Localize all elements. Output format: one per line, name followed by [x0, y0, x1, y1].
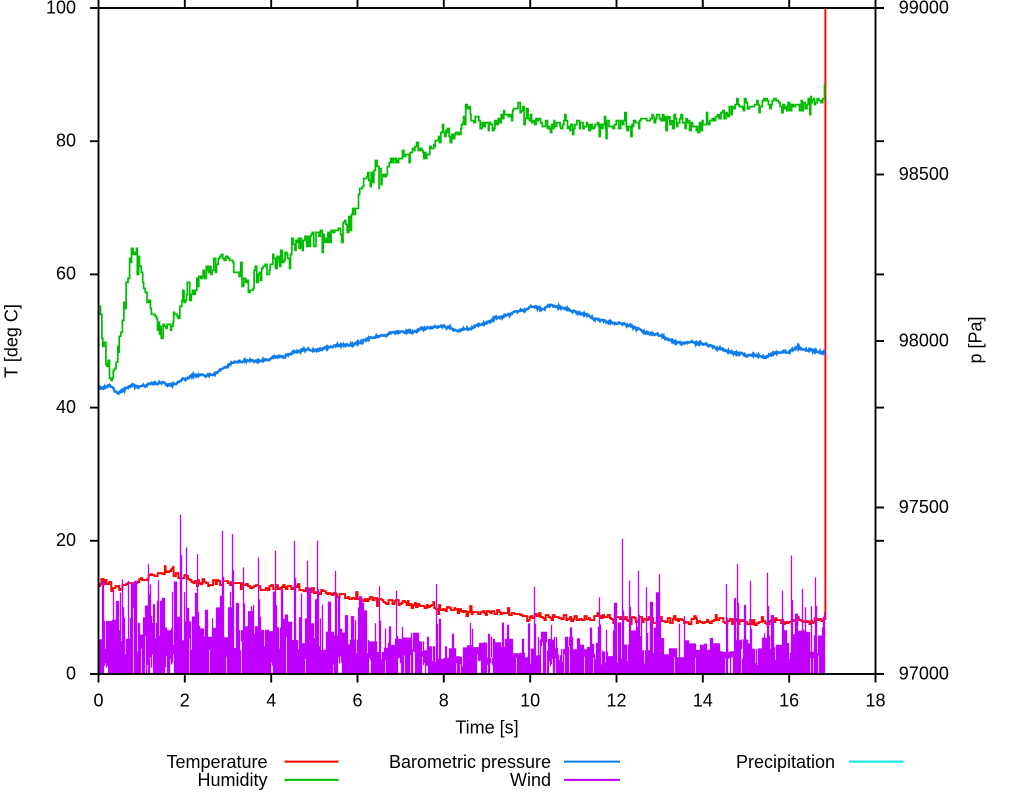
svg-text:2: 2 [180, 691, 190, 711]
svg-text:97500: 97500 [899, 497, 949, 517]
svg-text:8: 8 [439, 691, 449, 711]
svg-text:99000: 99000 [899, 0, 949, 17]
svg-text:Temperature: Temperature [166, 752, 267, 772]
svg-text:80: 80 [56, 131, 76, 151]
svg-text:12: 12 [606, 691, 626, 711]
svg-text:Barometric pressure: Barometric pressure [389, 752, 551, 772]
svg-text:60: 60 [56, 264, 76, 284]
svg-text:Time [s]: Time [s] [455, 718, 518, 738]
svg-text:Humidity: Humidity [197, 770, 267, 790]
svg-text:0: 0 [93, 691, 103, 711]
svg-text:16: 16 [779, 691, 799, 711]
svg-text:T [deg C]: T [deg C] [1, 304, 21, 378]
svg-text:100: 100 [46, 0, 76, 17]
svg-text:40: 40 [56, 397, 76, 417]
svg-text:0: 0 [66, 663, 76, 683]
svg-text:Wind: Wind [510, 770, 551, 790]
svg-text:10: 10 [520, 691, 540, 711]
svg-text:14: 14 [693, 691, 713, 711]
svg-text:Precipitation: Precipitation [736, 752, 835, 772]
svg-text:97000: 97000 [899, 663, 949, 683]
svg-text:98500: 98500 [899, 164, 949, 184]
svg-text:18: 18 [865, 691, 885, 711]
svg-text:20: 20 [56, 530, 76, 550]
svg-text:p [Pa]: p [Pa] [966, 316, 986, 363]
svg-text:4: 4 [266, 691, 276, 711]
svg-text:6: 6 [352, 691, 362, 711]
svg-text:98000: 98000 [899, 330, 949, 350]
